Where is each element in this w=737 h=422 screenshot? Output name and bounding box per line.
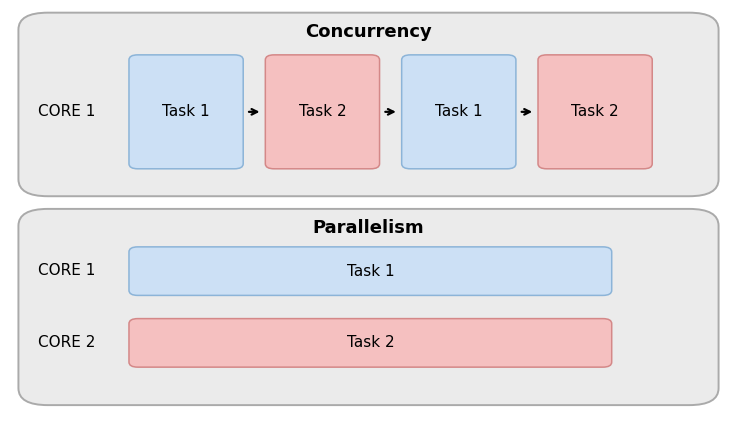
Text: Task 2: Task 2	[346, 335, 394, 350]
Text: CORE 1: CORE 1	[38, 104, 95, 119]
Text: Task 2: Task 2	[298, 104, 346, 119]
FancyBboxPatch shape	[18, 209, 719, 405]
Text: Task 2: Task 2	[571, 104, 619, 119]
Text: CORE 1: CORE 1	[38, 263, 95, 279]
FancyBboxPatch shape	[129, 247, 612, 295]
FancyBboxPatch shape	[18, 13, 719, 196]
FancyBboxPatch shape	[129, 319, 612, 367]
Text: Parallelism: Parallelism	[312, 219, 425, 238]
FancyBboxPatch shape	[538, 55, 652, 169]
Text: Concurrency: Concurrency	[305, 23, 432, 41]
Text: Task 1: Task 1	[346, 264, 394, 279]
FancyBboxPatch shape	[129, 55, 243, 169]
FancyBboxPatch shape	[402, 55, 516, 169]
Text: Task 1: Task 1	[162, 104, 210, 119]
Text: Task 1: Task 1	[435, 104, 483, 119]
Text: CORE 2: CORE 2	[38, 335, 95, 350]
FancyBboxPatch shape	[265, 55, 380, 169]
